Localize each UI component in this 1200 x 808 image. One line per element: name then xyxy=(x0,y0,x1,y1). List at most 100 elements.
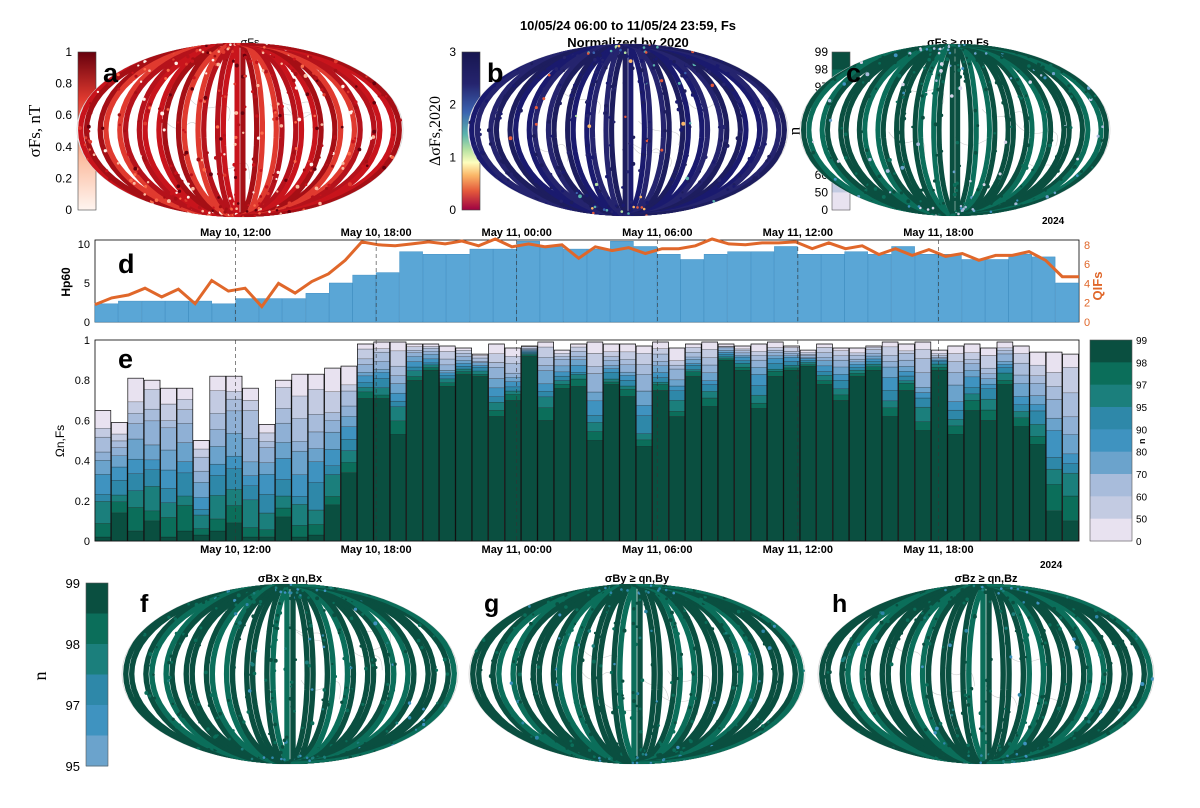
omega-bar-segment xyxy=(258,512,275,530)
track-sample xyxy=(421,707,425,711)
omega-bar-outline xyxy=(832,347,850,542)
track-sample xyxy=(914,618,918,622)
omega-bar-segment xyxy=(340,416,357,427)
panel-e-year: 2024 xyxy=(1040,560,1063,571)
omega-bar-segment xyxy=(94,410,111,429)
omega-bar-segment xyxy=(488,362,505,368)
track-sample xyxy=(745,729,749,733)
track-sample xyxy=(699,103,702,106)
track-sample xyxy=(650,662,655,667)
track-sample xyxy=(767,97,772,101)
track-sample xyxy=(1009,76,1013,80)
track-sample xyxy=(190,87,194,91)
track-sample xyxy=(1098,720,1102,724)
omega-bar-segment xyxy=(357,382,374,388)
omega-bar-segment xyxy=(619,396,636,542)
omega-bar-segment xyxy=(340,450,357,463)
panel-e-colorbar-segment xyxy=(1090,474,1132,497)
track-sample xyxy=(951,640,954,643)
track-sample xyxy=(767,646,772,651)
track-sample xyxy=(275,209,279,212)
omega-bar-segment xyxy=(570,351,587,357)
track-sample xyxy=(811,140,815,144)
omega-bar-segment xyxy=(750,385,767,396)
track-sample xyxy=(1061,114,1064,117)
track-sample xyxy=(506,178,510,182)
track-sample xyxy=(1016,69,1020,73)
omega-bar-segment xyxy=(816,380,833,385)
track-sample xyxy=(698,170,702,173)
track-sample xyxy=(523,172,527,176)
track-sample xyxy=(978,184,981,188)
track-sample xyxy=(1041,628,1046,633)
omega-bar-segment xyxy=(357,358,374,365)
omega-bar-segment xyxy=(275,380,292,388)
satellite-track xyxy=(156,43,240,217)
track-sample xyxy=(105,169,109,173)
track-sample xyxy=(1038,181,1041,184)
panel-e-bars xyxy=(94,341,1079,542)
omega-bar-segment xyxy=(832,350,849,356)
track-sample xyxy=(261,736,266,740)
omega-bar-outline xyxy=(914,341,932,542)
track-sample xyxy=(175,191,178,195)
omega-bar-segment xyxy=(783,351,800,354)
omega-bar-segment xyxy=(439,378,456,383)
omega-bar-segment xyxy=(176,530,193,542)
omega-bar-segment xyxy=(537,396,554,408)
satellite-track xyxy=(949,44,992,216)
track-sample xyxy=(928,613,931,617)
omega-bar-segment xyxy=(406,350,423,353)
track-sample xyxy=(369,136,373,140)
track-sample xyxy=(477,128,481,132)
track-sample xyxy=(1086,86,1091,90)
satellite-track xyxy=(611,584,637,764)
track-sample xyxy=(345,708,350,713)
track-sample xyxy=(1006,596,1010,600)
track-sample xyxy=(407,701,412,705)
omega-bar-segment xyxy=(275,516,292,542)
track-sample xyxy=(86,124,91,129)
ticks-a-label: 0 xyxy=(65,203,72,217)
track-sample xyxy=(199,99,203,103)
track-sample xyxy=(270,690,273,694)
track-sample xyxy=(747,157,751,161)
track-sample xyxy=(927,57,931,62)
panel-h-map xyxy=(817,583,1155,765)
omega-bar-segment xyxy=(308,389,325,415)
track-sample xyxy=(172,58,175,61)
track-sample xyxy=(332,135,337,140)
omega-bar-segment xyxy=(357,364,374,373)
track-sample xyxy=(234,111,239,115)
track-sample xyxy=(623,757,627,761)
omega-bar-outline xyxy=(652,341,669,542)
track-sample xyxy=(536,665,541,669)
track-sample xyxy=(981,585,984,589)
track-sample xyxy=(670,603,675,608)
track-sample xyxy=(726,731,731,735)
track-sample xyxy=(663,110,667,114)
omega-bar-outline xyxy=(357,343,374,542)
omega-bar-segment xyxy=(111,466,128,481)
track-sample xyxy=(689,692,693,696)
omega-bar-outline xyxy=(980,347,997,542)
track-sample xyxy=(1014,50,1019,55)
track-sample xyxy=(534,152,538,157)
omega-bar-segment xyxy=(209,495,226,520)
track-sample xyxy=(908,51,912,55)
track-sample xyxy=(545,715,548,718)
omega-bar-segment xyxy=(718,358,735,361)
track-sample xyxy=(989,210,993,214)
track-sample xyxy=(130,669,134,672)
track-sample xyxy=(830,80,834,84)
panel-d-hp60-bars xyxy=(94,241,1079,323)
track-sample xyxy=(829,156,832,160)
hp60-bar xyxy=(493,248,517,323)
track-sample xyxy=(313,114,316,118)
track-sample xyxy=(201,209,204,213)
track-sample xyxy=(922,642,926,646)
track-sample xyxy=(947,600,951,604)
track-sample xyxy=(1070,734,1073,738)
track-sample xyxy=(168,93,172,97)
